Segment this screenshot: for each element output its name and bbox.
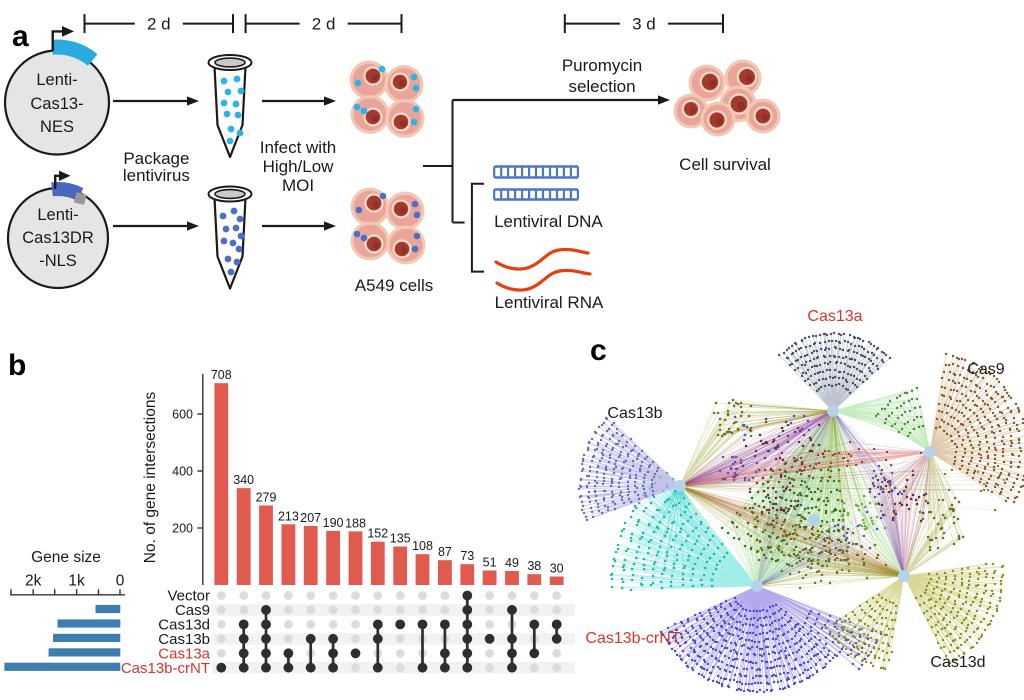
svg-text:0: 0 (116, 573, 125, 590)
svg-text:87: 87 (438, 545, 452, 559)
svg-text:2 d: 2 d (312, 15, 336, 34)
svg-text:A549 cells: A549 cells (355, 276, 433, 295)
svg-text:340: 340 (233, 473, 254, 487)
svg-text:c: c (590, 334, 607, 367)
svg-text:Cas13b: Cas13b (607, 405, 662, 422)
svg-text:188: 188 (345, 516, 366, 530)
svg-text:2k: 2k (25, 573, 42, 590)
svg-text:73: 73 (460, 549, 474, 563)
svg-text:Cas13b-crNT: Cas13b-crNT (585, 630, 680, 647)
svg-text:b: b (8, 349, 26, 382)
svg-text:Cell survival: Cell survival (679, 155, 771, 174)
svg-text:Cas9: Cas9 (175, 602, 210, 619)
svg-text:Lentiviral RNA: Lentiviral RNA (495, 293, 604, 312)
svg-text:selection: selection (568, 77, 635, 96)
svg-text:3 d: 3 d (632, 15, 656, 34)
svg-text:Lenti-: Lenti- (37, 206, 78, 224)
svg-text:Lentiviral DNA: Lentiviral DNA (494, 212, 603, 231)
svg-text:Puromycin: Puromycin (562, 56, 642, 75)
svg-text:49: 49 (505, 556, 519, 570)
svg-text:207: 207 (300, 511, 321, 525)
svg-text:279: 279 (256, 491, 277, 505)
svg-text:Cas13d: Cas13d (158, 617, 210, 634)
svg-text:Cas9: Cas9 (967, 361, 1004, 378)
svg-text:1k: 1k (68, 573, 85, 590)
svg-text:Infect with: Infect with (260, 138, 337, 157)
svg-text:108: 108 (412, 539, 433, 553)
svg-text:-NLS: -NLS (39, 252, 77, 270)
svg-text:lentivirus: lentivirus (123, 166, 190, 185)
svg-text:a: a (12, 20, 29, 53)
svg-text:No. of gene intersections: No. of gene intersections (142, 392, 159, 564)
svg-text:Cas13-: Cas13- (30, 95, 83, 113)
svg-text:400: 400 (172, 464, 193, 478)
svg-text:Cas13DR: Cas13DR (22, 229, 94, 247)
svg-text:38: 38 (527, 559, 541, 573)
svg-text:Vector: Vector (167, 588, 210, 605)
svg-text:30: 30 (550, 562, 564, 576)
svg-text:Cas13d: Cas13d (930, 654, 985, 671)
svg-text:152: 152 (367, 527, 388, 541)
svg-text:600: 600 (172, 407, 193, 421)
svg-text:708: 708 (211, 368, 232, 382)
svg-text:51: 51 (483, 556, 497, 570)
svg-text:Cas13a: Cas13a (807, 308, 862, 325)
svg-text:135: 135 (390, 532, 411, 546)
svg-text:Cas13b: Cas13b (158, 631, 210, 648)
svg-text:Cas13a: Cas13a (158, 646, 210, 663)
svg-text:213: 213 (278, 509, 299, 523)
svg-text:200: 200 (172, 521, 193, 535)
svg-text:NES: NES (40, 118, 74, 136)
svg-text:Cas13b-crNT: Cas13b-crNT (121, 660, 210, 677)
svg-text:Package: Package (123, 149, 189, 168)
svg-text:190: 190 (323, 516, 344, 530)
svg-text:MOI: MOI (282, 176, 314, 195)
svg-text:High/Low: High/Low (263, 157, 335, 176)
svg-text:2 d: 2 d (147, 15, 171, 34)
svg-text:Gene size: Gene size (31, 549, 101, 566)
svg-text:Lenti-: Lenti- (36, 71, 77, 89)
